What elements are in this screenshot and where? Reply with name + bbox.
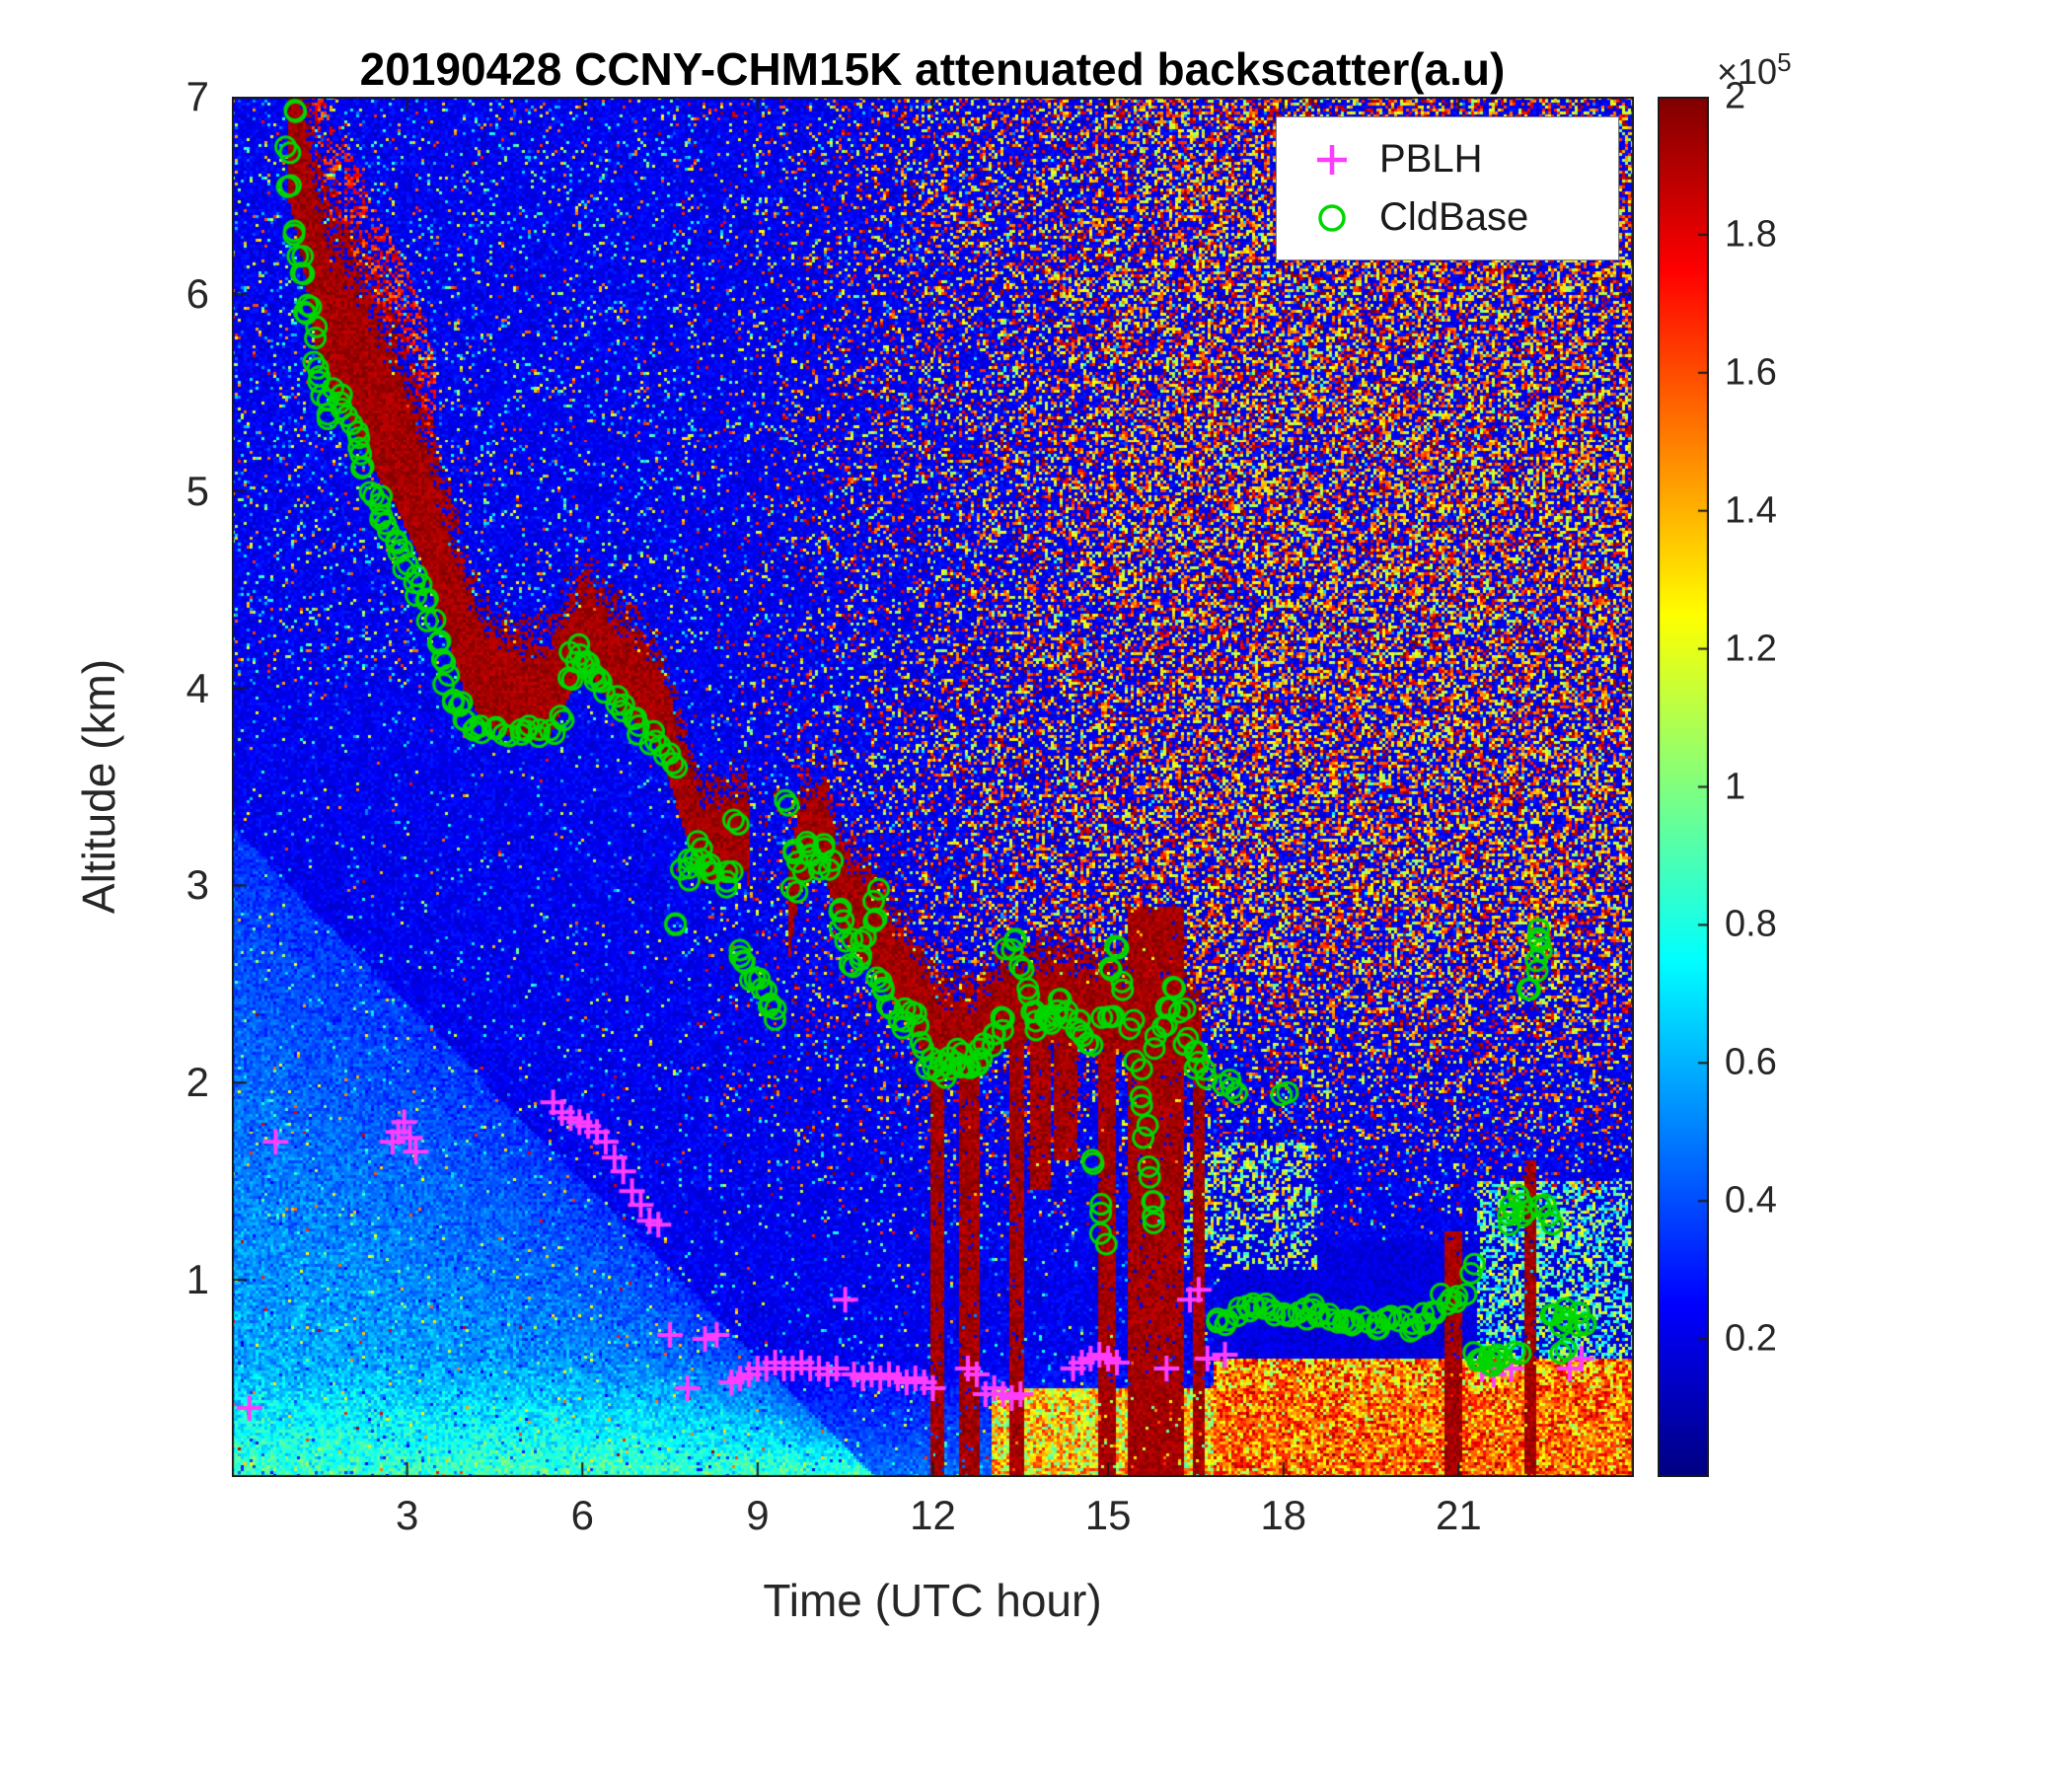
colorbar-tick-label: 1 <box>1725 766 1746 807</box>
y-tick-label: 2 <box>185 1059 209 1106</box>
legend-label-pblh: PBLH <box>1379 137 1483 181</box>
legend-item-cldbase: CldBase <box>1277 195 1618 240</box>
legend: PBLH CldBase <box>1276 116 1619 260</box>
colorbar-tick-label: 2 <box>1725 75 1746 117</box>
x-axis-label: Time (UTC hour) <box>763 1575 1102 1626</box>
colorbar-tick-label: 1.6 <box>1725 351 1777 394</box>
colorbar-exponent-power: 5 <box>1777 47 1792 77</box>
colorbar-tick-label: 1.2 <box>1725 628 1777 670</box>
cldbase-circle-icon <box>1318 203 1346 232</box>
y-axis-label: Altitude (km) <box>73 658 124 915</box>
y-tick-label: 3 <box>185 861 209 909</box>
y-tick-label: 5 <box>185 467 209 514</box>
colorbar <box>1658 97 1709 1477</box>
x-tick-label: 12 <box>910 1492 956 1538</box>
x-tick-label: 21 <box>1436 1492 1482 1538</box>
x-tick-label: 3 <box>395 1492 419 1538</box>
heatmap-plot <box>232 97 1634 1477</box>
x-tick-label: 6 <box>570 1492 594 1538</box>
x-tick-label: 9 <box>746 1492 770 1538</box>
legend-label-cldbase: CldBase <box>1379 195 1529 239</box>
x-tick-label: 15 <box>1084 1492 1132 1538</box>
colorbar-tick-label: 0.8 <box>1725 903 1777 945</box>
y-tick-label: 1 <box>185 1256 209 1303</box>
colorbar-tick-label: 0.2 <box>1725 1317 1777 1360</box>
x-tick-label: 18 <box>1260 1492 1307 1538</box>
colorbar-tick-label: 1.4 <box>1725 489 1777 532</box>
chart-title: 20190428 CCNY-CHM15K attenuated backscat… <box>359 43 1506 95</box>
y-tick-label: 4 <box>185 664 209 711</box>
legend-item-pblh: PBLH <box>1277 137 1618 182</box>
colorbar-tick-label: 0.4 <box>1725 1179 1777 1221</box>
y-tick-label: 6 <box>185 269 209 317</box>
colorbar-tick-label: 0.6 <box>1725 1041 1777 1083</box>
pblh-plus-icon <box>1317 144 1347 175</box>
y-tick-label: 7 <box>185 73 209 119</box>
colorbar-tick-label: 1.8 <box>1725 213 1777 256</box>
colorbar-exponent: ×105 <box>1717 47 1792 93</box>
colorbar-exponent-base: ×10 <box>1717 51 1778 92</box>
